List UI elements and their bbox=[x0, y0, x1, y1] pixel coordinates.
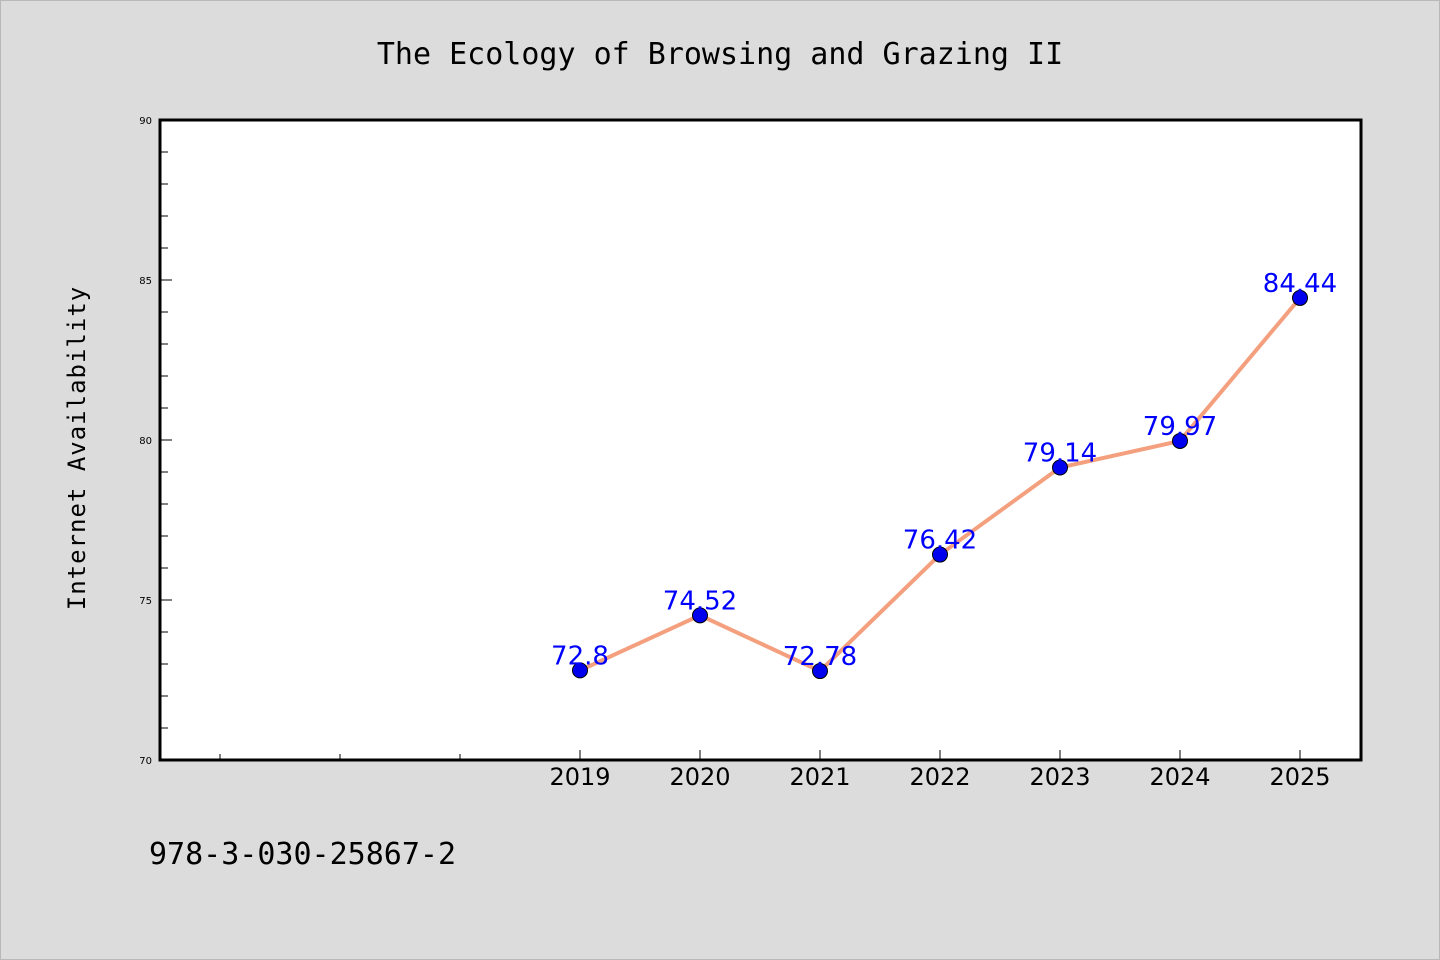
y-tick-label: 85 bbox=[139, 276, 152, 287]
data-point bbox=[692, 607, 708, 624]
y-tick-label: 80 bbox=[139, 436, 152, 447]
data-label: 74.52 bbox=[663, 586, 737, 616]
data-label: 79.14 bbox=[1023, 439, 1097, 469]
data-label: 76.42 bbox=[903, 526, 977, 556]
x-tick-label: 2022 bbox=[909, 763, 970, 791]
y-tick-label: 90 bbox=[139, 116, 152, 127]
y-tick-label: 75 bbox=[139, 596, 152, 607]
x-tick-label: 2024 bbox=[1149, 763, 1210, 791]
x-tick-label: 2025 bbox=[1269, 763, 1330, 791]
x-tick-label: 2020 bbox=[669, 763, 730, 791]
data-label: 72.78 bbox=[783, 642, 857, 672]
plot-area bbox=[158, 118, 1363, 762]
footer-code: 978-3-030-25867-2 bbox=[149, 837, 456, 872]
data-point bbox=[1172, 432, 1188, 449]
data-label: 72.8 bbox=[551, 641, 609, 671]
data-point bbox=[572, 662, 588, 679]
x-tick-label: 2021 bbox=[789, 763, 850, 791]
x-axis-ticks: 2019 2020 2021 2022 2023 2024 2025 bbox=[219, 750, 1331, 791]
y-axis-ticks: 70 75 80 85 90 bbox=[139, 116, 172, 767]
data-point bbox=[812, 663, 828, 680]
data-point bbox=[932, 546, 948, 563]
y-tick-label: 70 bbox=[139, 756, 152, 767]
x-tick-label: 2023 bbox=[1029, 763, 1090, 791]
chart-title: The Ecology of Browsing and Grazing II bbox=[377, 37, 1063, 72]
series-layer: 72.8 74.52 72.78 76.42 79.14 79.97 84.44 bbox=[551, 269, 1337, 680]
data-label: 79.97 bbox=[1143, 412, 1217, 442]
x-tick-label: 2019 bbox=[549, 763, 610, 791]
data-point bbox=[1052, 459, 1068, 476]
data-label: 84.44 bbox=[1263, 269, 1337, 299]
data-point bbox=[1292, 289, 1308, 306]
y-axis-label: Internet Availability bbox=[63, 286, 91, 610]
